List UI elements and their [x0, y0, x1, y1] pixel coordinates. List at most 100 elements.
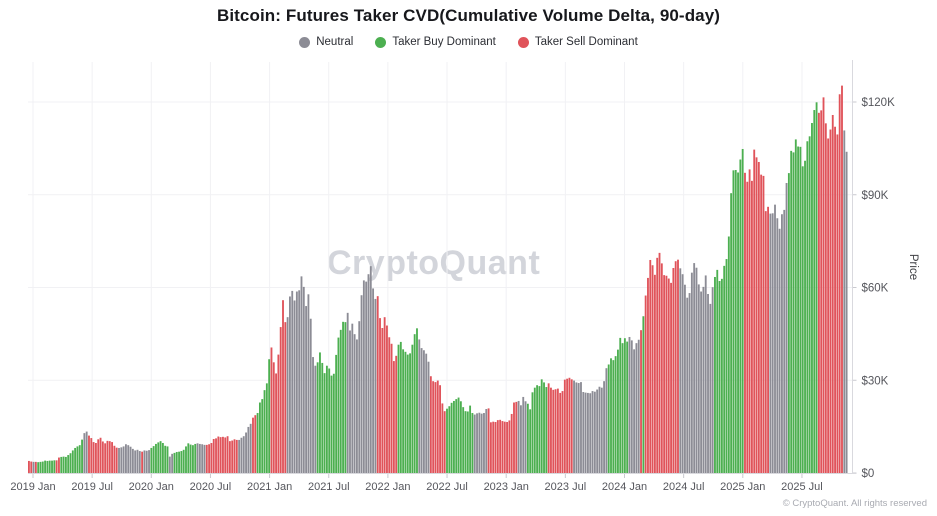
price-bar[interactable]: [81, 439, 83, 473]
price-bar[interactable]: [293, 300, 296, 473]
price-bar[interactable]: [480, 413, 483, 473]
price-bar[interactable]: [41, 461, 44, 473]
price-bar[interactable]: [568, 377, 571, 473]
price-bar[interactable]: [249, 423, 252, 473]
price-bar[interactable]: [607, 364, 610, 473]
price-bar[interactable]: [508, 420, 511, 473]
price-bar[interactable]: [120, 447, 123, 473]
price-bar[interactable]: [159, 441, 162, 473]
price-bar[interactable]: [457, 397, 460, 473]
price-bar[interactable]: [367, 274, 370, 473]
price-bar[interactable]: [291, 290, 294, 473]
price-bar[interactable]: [621, 343, 624, 473]
price-bar[interactable]: [637, 339, 640, 473]
price-bar[interactable]: [656, 257, 659, 473]
price-bar[interactable]: [118, 447, 120, 473]
price-bar[interactable]: [173, 452, 176, 473]
price-bar[interactable]: [764, 211, 767, 473]
price-bar[interactable]: [704, 275, 707, 473]
price-bar[interactable]: [545, 387, 548, 473]
price-bar[interactable]: [58, 457, 60, 473]
price-bar[interactable]: [210, 443, 213, 473]
price-bar[interactable]: [113, 445, 116, 473]
price-bar[interactable]: [489, 422, 492, 473]
price-bar[interactable]: [529, 409, 532, 473]
price-bar[interactable]: [374, 298, 377, 473]
price-bar[interactable]: [418, 339, 421, 473]
price-bar[interactable]: [556, 388, 559, 473]
price-bar[interactable]: [459, 401, 462, 473]
price-bar[interactable]: [531, 392, 534, 473]
price-bar[interactable]: [443, 411, 446, 473]
price-bar[interactable]: [256, 413, 259, 473]
price-bar[interactable]: [693, 263, 696, 473]
price-bar[interactable]: [711, 287, 714, 473]
price-bar[interactable]: [302, 286, 305, 473]
price-bar[interactable]: [235, 439, 238, 473]
price-bar[interactable]: [208, 444, 211, 473]
price-bar[interactable]: [416, 328, 418, 473]
legend-item-neutral[interactable]: Neutral: [299, 36, 353, 48]
price-bar[interactable]: [92, 442, 95, 473]
price-bar[interactable]: [808, 136, 811, 473]
price-bar[interactable]: [487, 408, 490, 473]
price-bar[interactable]: [817, 112, 820, 473]
price-bar[interactable]: [603, 381, 605, 473]
price-bar[interactable]: [409, 353, 411, 473]
price-bar[interactable]: [737, 172, 739, 474]
price-bar[interactable]: [515, 401, 518, 473]
price-bar[interactable]: [720, 278, 723, 473]
price-bar[interactable]: [254, 415, 257, 473]
price-bar[interactable]: [55, 460, 58, 473]
price-bar[interactable]: [439, 385, 441, 473]
price-bar[interactable]: [252, 417, 254, 473]
price-bar[interactable]: [824, 123, 827, 473]
price-bar[interactable]: [448, 406, 451, 473]
price-bar[interactable]: [757, 161, 760, 474]
price-bar[interactable]: [321, 362, 324, 473]
price-bar[interactable]: [783, 209, 786, 473]
price-bar[interactable]: [64, 456, 67, 473]
price-bar[interactable]: [99, 437, 102, 473]
price-bar[interactable]: [360, 295, 363, 473]
price-bar[interactable]: [187, 443, 190, 473]
price-bar[interactable]: [538, 386, 541, 473]
price-bar[interactable]: [233, 439, 236, 473]
price-bar[interactable]: [614, 356, 617, 473]
price-bar[interactable]: [619, 337, 622, 473]
price-bar[interactable]: [496, 420, 499, 473]
price-bar[interactable]: [591, 391, 594, 473]
price-bar[interactable]: [476, 413, 478, 473]
price-bar[interactable]: [660, 263, 663, 473]
price-bar[interactable]: [672, 268, 675, 473]
price-bar[interactable]: [702, 286, 705, 473]
price-bar[interactable]: [684, 284, 686, 473]
price-bar[interactable]: [309, 318, 312, 473]
price-bar[interactable]: [161, 443, 164, 473]
price-bar[interactable]: [263, 390, 266, 473]
price-bar[interactable]: [332, 373, 335, 473]
price-bar[interactable]: [219, 437, 222, 473]
price-bar[interactable]: [275, 373, 277, 473]
price-bar[interactable]: [681, 274, 684, 473]
price-bar[interactable]: [238, 439, 241, 473]
price-bar[interactable]: [406, 354, 409, 473]
price-bar[interactable]: [466, 411, 469, 473]
price-bar[interactable]: [665, 275, 668, 473]
price-bar[interactable]: [335, 354, 338, 473]
price-bar[interactable]: [390, 343, 393, 473]
price-bar[interactable]: [485, 409, 488, 473]
price-bar[interactable]: [395, 355, 398, 473]
price-bar[interactable]: [536, 385, 539, 473]
price-bar[interactable]: [69, 453, 72, 473]
price-bar[interactable]: [573, 380, 575, 473]
price-bar[interactable]: [48, 460, 51, 473]
price-bar[interactable]: [446, 408, 448, 473]
price-bar[interactable]: [51, 460, 53, 473]
price-bar[interactable]: [397, 344, 400, 473]
price-bar[interactable]: [434, 382, 437, 473]
price-bar[interactable]: [189, 444, 192, 473]
price-bar[interactable]: [413, 334, 416, 473]
price-bar[interactable]: [787, 173, 790, 474]
price-bar[interactable]: [450, 402, 453, 473]
